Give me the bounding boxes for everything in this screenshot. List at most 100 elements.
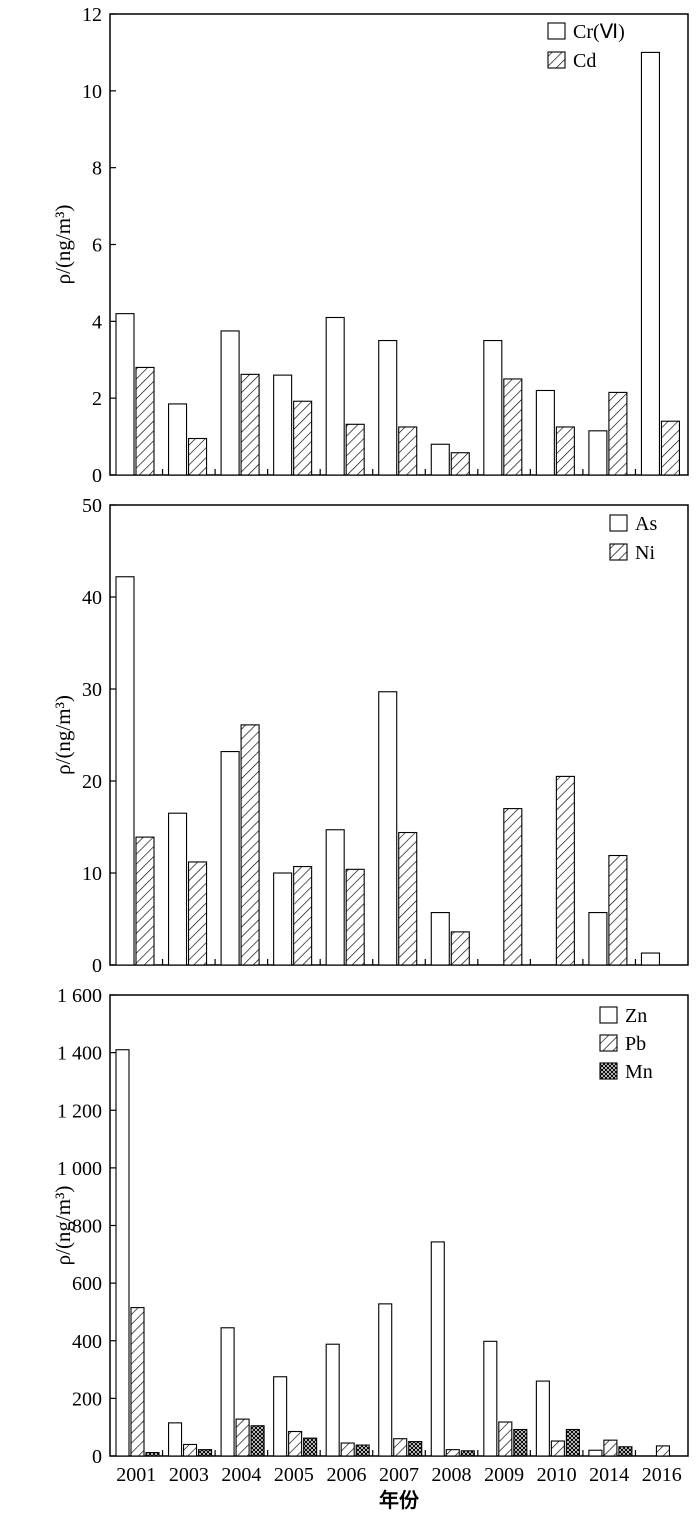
x-axis-label: 年份 — [379, 1488, 420, 1512]
bar-mn-2004 — [250, 1425, 265, 1457]
legend-swatch — [547, 51, 566, 69]
bar-cd-2010 — [555, 426, 575, 476]
y-tick-label: 30 — [82, 679, 102, 701]
bar-ni-2005 — [293, 866, 313, 966]
y-tick-label: 6 — [92, 235, 102, 257]
legend-label: As — [635, 513, 657, 535]
x-tick-label: 2007 — [379, 1464, 419, 1486]
bar-pb-2014 — [603, 1439, 618, 1457]
chart-panel-3: 0 200 400 600 800 1 000 1 200 1 400 1 600 ρ/(ng/m… — [51, 985, 689, 1512]
legend-swatch — [547, 22, 566, 40]
bar-cr-2005 — [273, 374, 293, 476]
legend-swatch — [609, 543, 628, 561]
bar-cr-2003 — [167, 403, 188, 476]
y-axis-label: ρ/(ng/m³) — [51, 695, 75, 775]
bar-mn-2001 — [145, 1451, 160, 1457]
y-tick-label: 0 — [92, 465, 102, 487]
bar-cd-2014 — [608, 391, 628, 476]
bar-as-2005 — [273, 872, 293, 966]
bar-zn-2009 — [483, 1340, 498, 1457]
y-tick-label: 40 — [82, 587, 102, 609]
chart-panel-1: 0 2 4 6 8 10 12 ρ/(ng/m³) Cr(Ⅵ) Cd — [51, 4, 689, 487]
y-tick-label: 50 — [82, 495, 102, 517]
bar-pb-2005 — [288, 1430, 303, 1457]
y-tick-label: 8 — [92, 158, 102, 180]
y-tick-label: 200 — [72, 1388, 102, 1410]
legend-label: Ni — [635, 542, 655, 564]
bar-ni-2008 — [450, 931, 470, 966]
bar-as-2007 — [378, 691, 398, 966]
bar-zn-2010 — [535, 1380, 550, 1457]
y-tick-label: 1 200 — [57, 1100, 102, 1122]
legend-swatch — [599, 1062, 618, 1080]
y-tick-label: 800 — [72, 1216, 102, 1238]
bar-pb-2016 — [655, 1445, 671, 1457]
bar-ni-2010 — [555, 775, 575, 966]
y-axis-label: ρ/(ng/m³) — [51, 1186, 75, 1266]
bar-mn-2010 — [565, 1428, 580, 1457]
y-tick-label: 1 000 — [57, 1158, 102, 1180]
bar-ni-2006 — [345, 868, 365, 966]
x-tick-label: 2016 — [642, 1464, 682, 1486]
bar-cr-2014 — [588, 430, 608, 476]
bar-mn-2005 — [303, 1437, 318, 1457]
y-tick-label: 1 600 — [57, 985, 102, 1007]
bar-zn-2007 — [378, 1303, 393, 1457]
bar-as-2014 — [588, 912, 608, 966]
legend-label: Mn — [625, 1061, 653, 1083]
bar-cr-2008 — [430, 443, 450, 476]
bar-cd-2003 — [187, 437, 208, 476]
y-tick-label: 2 — [92, 388, 102, 410]
bar-mn-2009 — [513, 1428, 528, 1457]
bar-as-2006 — [325, 829, 345, 966]
plot-frame — [109, 13, 689, 476]
bar-zn-2008 — [430, 1241, 445, 1457]
bar-cr-2004 — [220, 330, 240, 476]
legend-swatch — [599, 1006, 618, 1024]
bar-pb-2007 — [393, 1438, 408, 1457]
bar-cr-2010 — [535, 389, 555, 476]
y-tick-label: 10 — [82, 81, 102, 103]
bar-pb-2009 — [498, 1421, 513, 1457]
bar-pb-2001 — [130, 1307, 145, 1457]
bar-cr-2007 — [378, 339, 398, 476]
x-tick-label: 2009 — [484, 1464, 524, 1486]
legend-swatch — [609, 514, 628, 532]
bar-pb-2008 — [445, 1449, 460, 1457]
bar-zn-2004 — [220, 1327, 235, 1457]
legend-label: Cd — [573, 50, 596, 72]
y-axis-label: ρ/(ng/m³) — [51, 205, 75, 285]
bar-zn-2001 — [115, 1049, 130, 1457]
bar-cd-2008 — [450, 452, 470, 476]
bar-pb-2004 — [235, 1418, 250, 1457]
bar-cd-2001 — [135, 366, 155, 476]
x-tick-label: 2006 — [326, 1464, 366, 1486]
bar-pb-2010 — [550, 1440, 565, 1457]
legend-label: Pb — [625, 1033, 646, 1055]
bar-cd-2005 — [293, 400, 313, 476]
bar-mn-2006 — [355, 1444, 370, 1457]
bar-as-2008 — [430, 912, 450, 966]
bar-as-2001 — [115, 576, 135, 966]
y-tick-label: 600 — [72, 1273, 102, 1295]
bar-cd-2016 — [660, 420, 681, 476]
bar-pb-2003 — [182, 1443, 198, 1457]
bar-ni-2014 — [608, 854, 628, 966]
bar-mn-2014 — [618, 1446, 633, 1457]
x-tick-label: 2014 — [589, 1464, 629, 1486]
bar-mn-2007 — [408, 1441, 423, 1457]
x-tick-label: 2005 — [274, 1464, 314, 1486]
bar-as-2003 — [167, 812, 188, 966]
y-tick-label: 1 400 — [57, 1043, 102, 1065]
legend-label: Zn — [625, 1005, 647, 1027]
y-tick-label: 4 — [92, 311, 102, 333]
bar-zn-2003 — [167, 1422, 183, 1457]
x-tick-label: 2001 — [116, 1464, 156, 1486]
bar-ni-2004 — [240, 724, 260, 966]
y-tick-label: 0 — [92, 955, 102, 977]
bar-ni-2009 — [503, 808, 523, 966]
x-tick-label: 2010 — [537, 1464, 577, 1486]
bar-cr-2006 — [325, 316, 345, 476]
bar-cd-2009 — [503, 378, 523, 476]
bar-mn-2008 — [460, 1450, 475, 1457]
